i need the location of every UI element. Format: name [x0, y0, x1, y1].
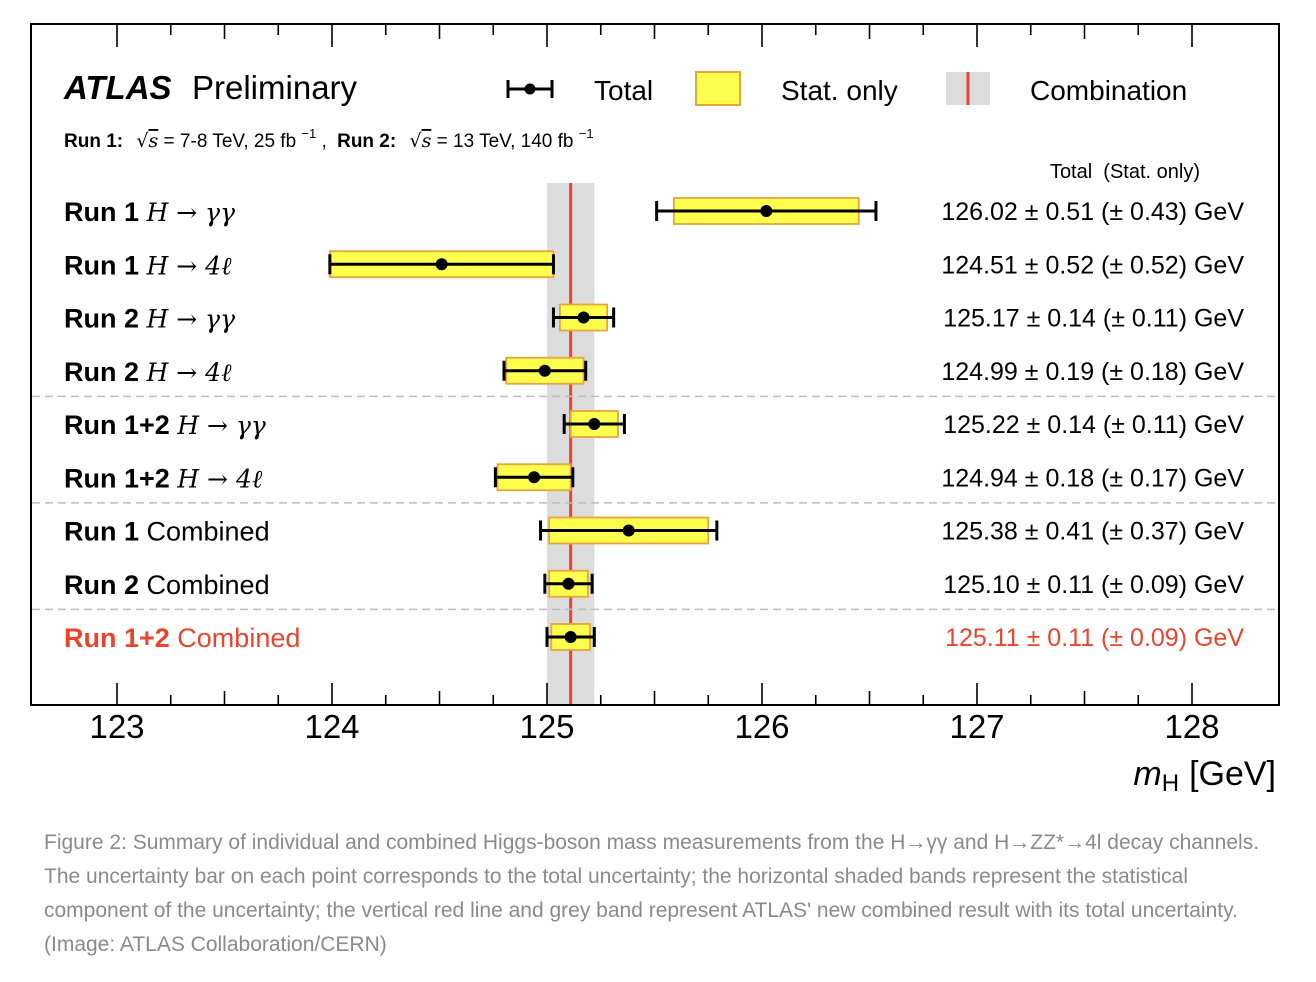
legend-total-marker — [506, 80, 554, 98]
row-value-text: 126.02 ± 0.51 (± 0.43) GeV — [941, 198, 1244, 226]
legend-total-label: Total — [594, 75, 653, 106]
row-value-text: 125.11 ± 0.11 (± 0.09) GeV — [945, 624, 1244, 652]
central-value-point — [564, 631, 577, 643]
central-value-point — [577, 311, 590, 324]
x-axis-title: mH [GeV] — [1133, 755, 1276, 797]
run1-info-text: = 7-8 TeV, 25 fb — [164, 131, 297, 152]
column-header: Total (Stat. only) — [1050, 161, 1200, 183]
row-label: Run 1+2 H → 4ℓ — [64, 463, 263, 493]
experiment-label: ATLAS — [63, 69, 172, 106]
higgs-mass-summary-chart: ATLAS Preliminary Total Stat. only Combi… — [30, 23, 1280, 797]
legend: Total Stat. only Combination — [506, 71, 1187, 106]
legend-stat-swatch — [695, 71, 741, 106]
sqrt-s-run2: √s — [409, 130, 431, 152]
x-tick-label: 128 — [1164, 708, 1219, 745]
run-info: Run 1: √s = 7-8 TeV, 25 fb −1 , Run 2: √… — [64, 122, 594, 152]
row-value-text: 125.17 ± 0.14 (± 0.11) GeV — [943, 305, 1244, 333]
central-value-point — [588, 418, 601, 430]
central-value-point — [435, 258, 448, 271]
row-label: Run 2 H → 4ℓ — [64, 357, 232, 387]
figure-caption: Figure 2: Summary of individual and comb… — [44, 831, 1260, 956]
central-value-point — [562, 577, 575, 590]
row-value-text: 125.38 ± 0.41 (± 0.37) GeV — [941, 518, 1244, 546]
x-tick-label: 124 — [304, 708, 359, 745]
row-label: Run 1+2 H → γγ — [64, 410, 266, 440]
row-value-text: 125.22 ± 0.14 (± 0.11) GeV — [943, 411, 1244, 439]
run2-info-label: Run 2: — [337, 131, 396, 152]
status-label: Preliminary — [192, 69, 358, 106]
row-label: Run 1 H → γγ — [64, 197, 235, 227]
central-value-point — [528, 471, 541, 484]
row-label: Run 1 H → 4ℓ — [64, 250, 232, 280]
row-label: Run 2 Combined — [64, 570, 270, 600]
run1-info-label: Run 1: — [64, 131, 123, 152]
sqrt-s-run1: √s — [136, 130, 158, 152]
row-value-text: 124.94 ± 0.18 (± 0.17) GeV — [941, 464, 1244, 492]
run2-info-text: = 13 TeV, 140 fb — [437, 131, 574, 152]
central-value-point — [760, 205, 773, 217]
row-value-text: 124.99 ± 0.19 (± 0.18) GeV — [941, 358, 1244, 386]
row-label: Run 1+2 Combined — [64, 623, 300, 653]
central-value-point — [538, 364, 551, 377]
run2-info-sup: −1 — [579, 126, 594, 141]
x-tick-label: 123 — [89, 708, 144, 745]
row-label: Run 2 H → γγ — [64, 304, 235, 334]
row-label: Run 1 Combined — [64, 517, 270, 547]
legend-stat-label: Stat. only — [781, 75, 898, 106]
central-value-point — [622, 524, 635, 537]
run-info-sep: , — [322, 131, 327, 152]
row-value-text: 125.10 ± 0.11 (± 0.09) GeV — [943, 571, 1244, 599]
run1-info-sup: −1 — [301, 126, 316, 141]
x-tick-label: 127 — [949, 708, 1004, 745]
x-tick-label: 125 — [519, 708, 574, 745]
legend-combination-label: Combination — [1030, 75, 1187, 106]
x-tick-label: 126 — [734, 708, 789, 745]
row-value-text: 124.51 ± 0.52 (± 0.52) GeV — [941, 251, 1244, 279]
